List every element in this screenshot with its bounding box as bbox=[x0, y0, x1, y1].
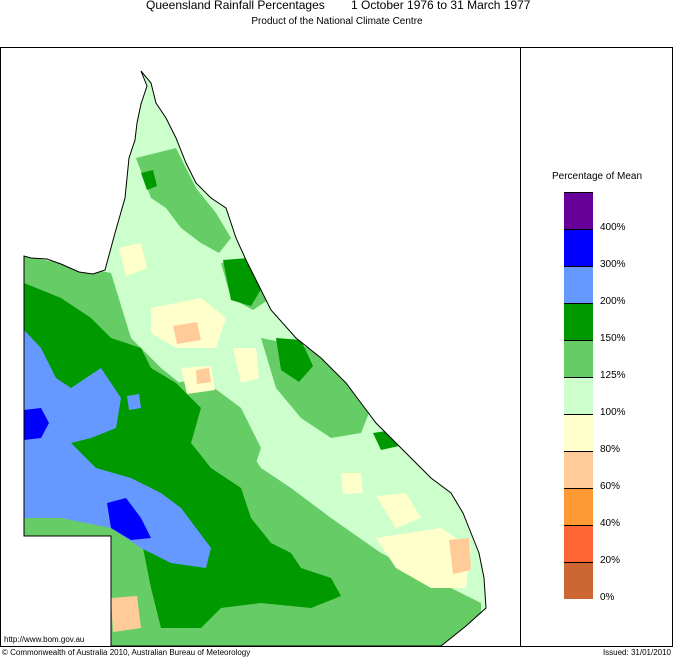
title-row: Queensland Rainfall Percentages 1 Octobe… bbox=[0, 0, 674, 14]
zone-80-100-north bbox=[119, 243, 147, 276]
legend-swatch bbox=[564, 451, 593, 488]
map-subtitle: Product of the National Climate Centre bbox=[251, 16, 423, 27]
legend-swatch bbox=[564, 414, 593, 451]
zone-60-80-mid bbox=[196, 368, 211, 384]
zone-60-80-southeast bbox=[449, 538, 471, 574]
legend-tick-label: 300% bbox=[600, 259, 626, 270]
legend-tick-label: 150% bbox=[600, 333, 626, 344]
legend-tick-label: 400% bbox=[600, 222, 626, 233]
legend-swatch bbox=[564, 192, 593, 229]
zone-60-80-southwest bbox=[111, 596, 141, 632]
map-period: 1 October 1976 to 31 March 1977 bbox=[351, 0, 531, 12]
map-frame bbox=[0, 47, 673, 647]
zone-200-300-west bbox=[24, 330, 211, 568]
legend-tick-label: 125% bbox=[600, 370, 626, 381]
queensland-rainfall-map bbox=[23, 70, 487, 646]
queensland-outline bbox=[23, 70, 487, 646]
legend-swatch bbox=[564, 488, 593, 525]
map-title: Queensland Rainfall Percentages bbox=[146, 0, 325, 12]
legend-tick-label: 20% bbox=[600, 555, 621, 566]
zone-125-150-north bbox=[136, 148, 231, 253]
zone-80-100-central bbox=[233, 348, 259, 383]
copyright-text: © Commonwealth of Australia 2010, Austra… bbox=[2, 648, 251, 657]
legend-swatch bbox=[564, 377, 593, 414]
legend-tick-label: 100% bbox=[600, 407, 626, 418]
zone-150-200-west bbox=[24, 283, 341, 628]
zone-80-100-se-inland bbox=[376, 493, 421, 528]
legend-swatch bbox=[564, 340, 593, 377]
issued-date: Issued: 31/01/2010 bbox=[602, 648, 671, 657]
legend-tick-label: 40% bbox=[600, 518, 621, 529]
source-url[interactable]: http://www.bom.gov.au bbox=[4, 635, 85, 644]
legend-swatch bbox=[564, 525, 593, 562]
zone-80-100-southeast bbox=[376, 528, 471, 588]
legend-tick-label: 80% bbox=[600, 444, 621, 455]
legend-divider bbox=[520, 47, 521, 647]
zone-200-300-small bbox=[127, 394, 141, 410]
legend-tick-label: 60% bbox=[600, 481, 621, 492]
legend-swatch bbox=[564, 266, 593, 303]
zone-60-80-north bbox=[173, 322, 201, 344]
legend-swatch bbox=[564, 562, 593, 599]
zone-150-200-small-north bbox=[141, 170, 157, 190]
legend-tick-label: 0% bbox=[600, 592, 615, 603]
zone-80-100-east bbox=[341, 473, 363, 494]
legend-title: Percentage of Mean bbox=[551, 171, 643, 182]
zone-300-400-southwest bbox=[107, 498, 151, 540]
legend-swatch bbox=[564, 303, 593, 340]
zone-80-100-central-north bbox=[151, 298, 226, 348]
zone-150-200-coastal bbox=[276, 338, 313, 382]
legend-tick-label: 200% bbox=[600, 296, 626, 307]
zone-300-400-northwest bbox=[24, 408, 49, 440]
legend-swatch bbox=[564, 229, 593, 266]
